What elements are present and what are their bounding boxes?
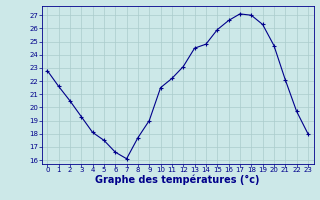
X-axis label: Graphe des températures (°c): Graphe des températures (°c) bbox=[95, 175, 260, 185]
